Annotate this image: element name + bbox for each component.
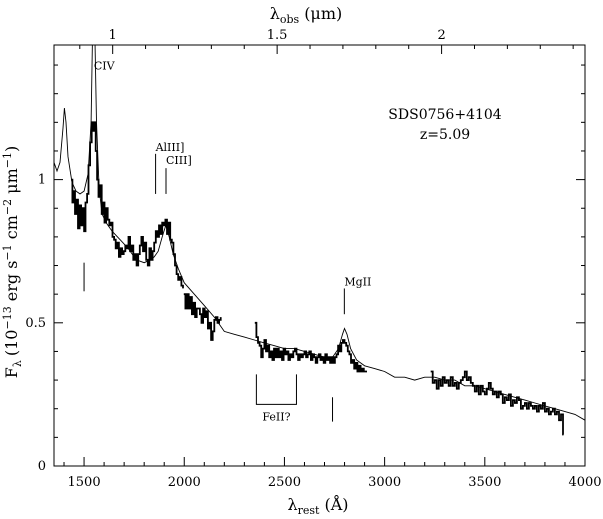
- line-marker-label: AlIII]: [155, 141, 185, 154]
- x-tick-label: 2500: [268, 475, 301, 490]
- y-axis-title-part-0: (10: [2, 330, 21, 357]
- x-tick-label: 3500: [468, 475, 501, 490]
- series-layer: [54, 45, 585, 436]
- top-tick-label: 1.5: [267, 28, 288, 43]
- y-axis-title-part-1: −13: [1, 306, 14, 329]
- y-axis-title-part-4: cm: [2, 215, 21, 244]
- x-axis-title: λrest (Å): [287, 494, 348, 517]
- top-axis-title-main: λ: [270, 4, 280, 23]
- top-tick-label: 2: [437, 28, 445, 43]
- y-axis-title-part-3: −1: [1, 244, 14, 260]
- y-axis-title-part-5: −2: [1, 199, 14, 215]
- top-axis-title-sub: obs: [280, 13, 300, 26]
- y-tick-label: 1: [38, 173, 46, 188]
- object-name-label: SDS0756+4104: [388, 107, 501, 123]
- feii-label: FeII?: [262, 410, 290, 423]
- spectrum-line: [183, 293, 222, 341]
- redshift-label: z=5.09: [420, 127, 470, 143]
- annotation-layer: CIV AlIII]CIII] MgII FeII?: [83, 59, 371, 423]
- y-axis-title-main: F: [2, 367, 21, 378]
- y-axis-title-part-6: μm: [2, 168, 21, 199]
- top-axis-title-units: (μm): [304, 4, 342, 23]
- top-axis-title: λobs (μm): [270, 4, 343, 26]
- y-tick-label: 0.5: [25, 316, 46, 331]
- x-tick-label: 2000: [168, 475, 201, 490]
- y-axis-title-part-2: erg s: [2, 261, 21, 307]
- x-axis-title-units: (Å): [324, 494, 348, 514]
- plot-frame: [53, 44, 586, 467]
- y-axis-title-part-7: −1: [1, 152, 14, 168]
- spectrum-line: [430, 370, 564, 436]
- x-axis-title-sub: rest: [298, 504, 320, 517]
- x-tick-label: 3000: [368, 475, 401, 490]
- x-axis-title-main: λ: [287, 495, 297, 514]
- line-marker-label: MgII: [344, 276, 371, 289]
- spectrum-line: [71, 121, 184, 289]
- line-marker-label: CIV: [94, 59, 116, 72]
- y-tick-label: 0: [38, 459, 46, 474]
- y-axis-title-part-8: ): [2, 146, 21, 152]
- feii-bracket: [255, 374, 297, 405]
- plot-border: [53, 44, 586, 467]
- x-tick-label: 4000: [568, 475, 601, 490]
- template-line: [54, 45, 585, 421]
- y-axis-title-sub: λ: [11, 360, 24, 367]
- top-tick-label: 1: [109, 28, 117, 43]
- axis-ticks: [54, 45, 586, 467]
- y-axis-title: Fλ(10−13 erg s−1 cm−2 μm−1): [1, 146, 24, 378]
- x-tick-label: 1500: [68, 475, 101, 490]
- spectrum-line: [254, 321, 367, 373]
- tick-labels: 1500 2000 2500 3000 3500 4000 0 0.5 1 1 1.5 2: [25, 28, 601, 490]
- line-marker-label: CIII]: [166, 154, 192, 167]
